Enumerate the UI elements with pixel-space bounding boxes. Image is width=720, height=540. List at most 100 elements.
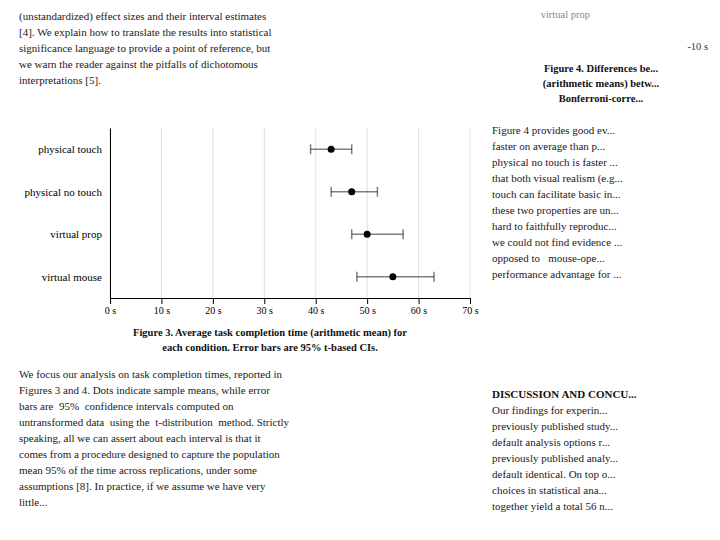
text-line: assumptions [8]. In practice, if we assu… — [19, 480, 266, 492]
error-bar — [352, 234, 403, 236]
text-line: previously published study... — [492, 420, 618, 432]
axis-line — [111, 299, 471, 305]
text-line: physical no touch is faster ... — [492, 156, 618, 168]
tick: 30 s — [257, 298, 274, 316]
tick-label: 60 s — [411, 305, 428, 316]
text-line: Figure 4 provides good ev... — [492, 124, 615, 136]
tick-label: 20 s — [205, 305, 222, 316]
mean-dot — [328, 146, 335, 153]
text-line: opposed to mouse-ope... — [492, 252, 605, 264]
tick-label: 10 s — [154, 305, 171, 316]
chart-title: Figure 3. Average task completion time (… — [133, 327, 407, 353]
tick: virtual prop — [50, 228, 110, 240]
section-heading: DISCUSSION AND CONCU... — [492, 388, 637, 400]
error-cap — [433, 272, 435, 282]
error-cap — [351, 144, 353, 154]
tick: 0 s — [105, 298, 117, 316]
text-line: Figure 4. Differences be... — [544, 63, 659, 74]
text-line: We focus our analysis on task completion… — [19, 368, 283, 380]
error-cap — [377, 187, 379, 197]
text-line: hard to faithfully reproduc... — [492, 220, 617, 232]
text-line: interpretations [5]. — [19, 74, 101, 86]
text-line: we warn the reader against the pitfalls … — [19, 58, 258, 70]
mean-dot — [389, 273, 396, 280]
error-bar-group — [357, 272, 434, 282]
text-line: bars are 95% confidence intervals comput… — [19, 400, 234, 412]
error-bar-group — [352, 229, 403, 239]
tick-label: 70 s — [462, 305, 479, 316]
tick-mark — [367, 298, 368, 304]
text-line: performance advantage for ... — [492, 268, 622, 280]
right-body: Figure 4 provides good ev... faster on av… — [492, 124, 623, 280]
chart: 0 s 10 s 20 s 30 s 40 s 50 s 60 s 70 s physical … — [24, 128, 478, 316]
text-line: Bonferroni-corre... — [559, 93, 644, 104]
tick-label: 40 s — [308, 305, 325, 316]
text-line: [4]. We explain how to translate the res… — [19, 26, 271, 38]
error-bar-group — [311, 144, 352, 154]
text-line: faster on average than p... — [492, 140, 606, 152]
axis-line — [110, 129, 111, 299]
discussion-body: Our findings for experin...previously pu… — [492, 404, 618, 512]
error-cap — [330, 187, 332, 197]
text-line: that both visual realism (e.g... — [492, 172, 623, 185]
grid-line — [110, 128, 111, 298]
figure-label: virtual prop — [541, 9, 590, 20]
title-line: each condition. Error bars are 95% t-bas… — [162, 342, 378, 353]
tick-mark — [316, 298, 317, 304]
error-cap — [310, 144, 312, 154]
error-cap — [356, 272, 358, 282]
text-line: default analysis options r... — [492, 436, 610, 448]
tick: physical no touch — [24, 186, 110, 198]
tick-label: virtual mouse — [42, 271, 102, 283]
grid-line — [315, 128, 316, 298]
y-axis: physical touch physical no touch virtual p… — [24, 129, 110, 299]
tick-label: 0 s — [105, 305, 117, 316]
x-axis: 0 s 10 s 20 s 30 s 40 s 50 s 60 s 70 s — [105, 298, 479, 316]
text-line: significance language to provide a point… — [19, 42, 270, 54]
text-line: mean 95% of the time across replications… — [19, 464, 257, 476]
page: (unstandardized) effect sizes and their … — [0, 0, 720, 540]
text-line: Figures 3 and 4. Dots indicate sample me… — [19, 384, 270, 396]
figure-tick-label: -10 s — [687, 41, 708, 52]
text-line: choices in statistical ana... — [492, 484, 607, 496]
text-line: together yield a total 56 n... — [492, 500, 613, 512]
tick: physical touch — [38, 143, 110, 155]
tick: 40 s — [308, 298, 325, 316]
tick: 60 s — [411, 298, 428, 316]
grid-line — [161, 128, 162, 298]
tick-mark — [419, 298, 420, 304]
text-line: (unstandardized) effect sizes and their … — [19, 10, 266, 23]
tick-label: virtual prop — [50, 228, 102, 240]
bottom-paragraph: We focus our analysis on task completion… — [19, 368, 290, 508]
text-line: default identical. On top o... — [492, 468, 616, 480]
error-cap — [351, 229, 353, 239]
text-line: comes from a procedure designed to captu… — [19, 448, 280, 460]
title-line: Figure 3. Average task completion time (… — [133, 327, 407, 339]
mean-dot — [348, 188, 355, 195]
tick-label: physical touch — [38, 143, 102, 155]
grid-line — [264, 128, 265, 298]
text-line: (arithmetic means) betw... — [543, 78, 660, 90]
text-line: touch can facilitate basic in... — [492, 188, 621, 200]
grid-line — [367, 128, 368, 298]
tick: 10 s — [154, 298, 171, 316]
text-line: little... — [19, 496, 48, 508]
grid-line — [418, 128, 419, 298]
tick: 20 s — [205, 298, 222, 316]
error-bar-group — [331, 187, 377, 197]
tick: virtual mouse — [42, 271, 110, 283]
tick-mark — [110, 298, 111, 304]
text-line: untransformed data using the t-distribut… — [19, 416, 290, 428]
tick-mark — [213, 298, 214, 304]
tick-mark — [470, 298, 471, 304]
figure-caption: Figure 4. Differences be... (arithmetic m… — [543, 63, 660, 104]
tick-mark — [161, 298, 162, 304]
grid-line — [212, 128, 213, 298]
left-paragraph: (unstandardized) effect sizes and their … — [19, 10, 271, 86]
tick: 70 s — [462, 298, 479, 316]
text-line: these two properties are un... — [492, 204, 619, 216]
tick-label: 50 s — [359, 305, 376, 316]
mean-dot — [364, 231, 371, 238]
tick-label: physical no touch — [24, 186, 102, 198]
tick: 50 s — [359, 298, 376, 316]
